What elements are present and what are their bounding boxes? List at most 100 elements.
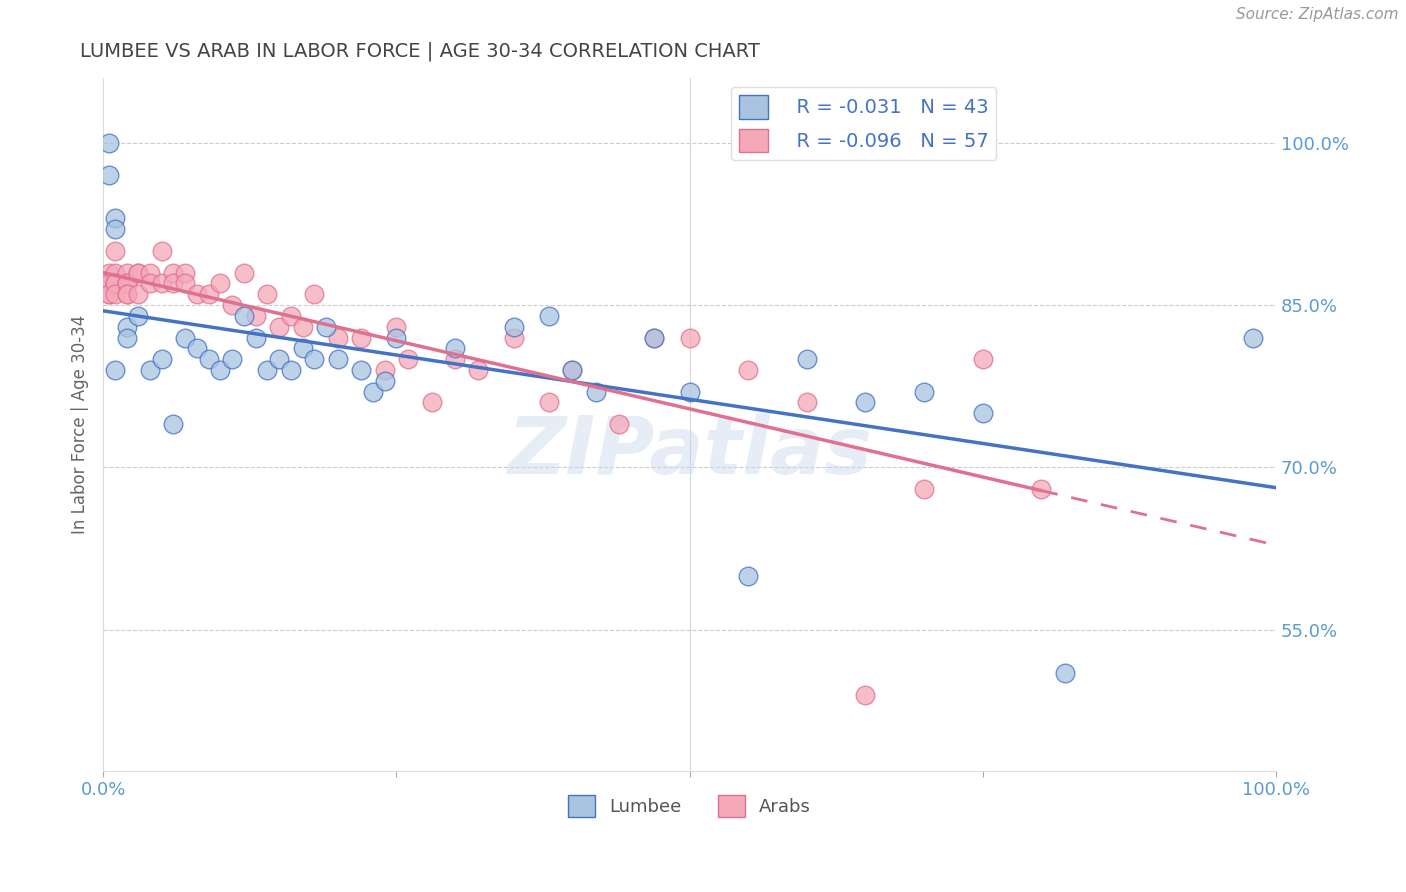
Point (104, 222, 127, 236)
Point (444, 352, 467, 367)
Point (104, 244, 127, 258)
Point (1031, 482, 1053, 496)
Point (502, 330, 524, 344)
Point (104, 211, 127, 226)
Point (796, 395, 818, 409)
Point (162, 417, 184, 431)
Legend: Lumbee, Arabs: Lumbee, Arabs (561, 788, 818, 824)
Point (1053, 666, 1076, 681)
Point (98, 287, 121, 301)
Point (150, 277, 173, 291)
Point (115, 330, 138, 344)
Point (162, 266, 184, 280)
Point (115, 319, 138, 334)
Text: Source: ZipAtlas.com: Source: ZipAtlas.com (1236, 7, 1399, 22)
Point (537, 395, 560, 409)
Point (256, 287, 278, 301)
Point (267, 319, 290, 334)
Point (855, 688, 877, 702)
Point (678, 384, 700, 399)
Point (186, 287, 208, 301)
Point (912, 482, 935, 496)
Point (197, 352, 219, 367)
Point (1241, 330, 1264, 344)
Point (361, 384, 384, 399)
Point (104, 363, 127, 377)
Point (98, 277, 121, 291)
Point (127, 266, 149, 280)
Point (127, 287, 149, 301)
Point (221, 352, 243, 367)
Point (444, 342, 467, 356)
Point (115, 266, 138, 280)
Point (302, 352, 325, 367)
Point (280, 363, 302, 377)
Point (209, 363, 232, 377)
Point (104, 277, 127, 291)
Point (737, 568, 759, 582)
Point (245, 330, 267, 344)
Point (186, 342, 208, 356)
Text: LUMBEE VS ARAB IN LABOR FORCE | AGE 30-34 CORRELATION CHART: LUMBEE VS ARAB IN LABOR FORCE | AGE 30-3… (80, 42, 759, 62)
Point (291, 342, 314, 356)
Point (678, 330, 700, 344)
Point (280, 309, 302, 323)
Point (385, 319, 408, 334)
Point (326, 330, 349, 344)
Point (374, 363, 396, 377)
Point (98, 266, 121, 280)
Point (737, 363, 759, 377)
Point (98, 287, 121, 301)
Point (972, 406, 994, 420)
Point (115, 277, 138, 291)
Point (104, 266, 127, 280)
Point (561, 363, 583, 377)
Point (98, 136, 121, 150)
Point (912, 384, 935, 399)
Point (537, 309, 560, 323)
Point (232, 266, 254, 280)
Point (315, 319, 337, 334)
Point (127, 309, 149, 323)
Point (256, 363, 278, 377)
Point (150, 352, 173, 367)
Point (150, 244, 173, 258)
Point (326, 352, 349, 367)
Y-axis label: In Labor Force | Age 30-34: In Labor Force | Age 30-34 (72, 315, 89, 533)
Point (98, 277, 121, 291)
Point (221, 298, 243, 312)
Point (385, 330, 408, 344)
Point (643, 330, 665, 344)
Point (197, 287, 219, 301)
Point (350, 363, 373, 377)
Point (396, 352, 419, 367)
Point (174, 330, 197, 344)
Point (302, 287, 325, 301)
Point (209, 277, 232, 291)
Point (607, 417, 630, 431)
Point (291, 319, 314, 334)
Point (585, 384, 607, 399)
Point (115, 277, 138, 291)
Point (796, 352, 818, 367)
Point (972, 352, 994, 367)
Point (115, 287, 138, 301)
Point (232, 309, 254, 323)
Point (643, 330, 665, 344)
Point (502, 319, 524, 334)
Point (467, 363, 489, 377)
Point (350, 330, 373, 344)
Point (104, 287, 127, 301)
Point (245, 309, 267, 323)
Point (174, 266, 197, 280)
Point (139, 266, 162, 280)
Point (374, 374, 396, 388)
Point (127, 266, 149, 280)
Point (139, 277, 162, 291)
Point (115, 287, 138, 301)
Point (420, 395, 443, 409)
Point (855, 395, 877, 409)
Text: ZIPatlas: ZIPatlas (508, 413, 872, 491)
Point (267, 352, 290, 367)
Point (174, 277, 197, 291)
